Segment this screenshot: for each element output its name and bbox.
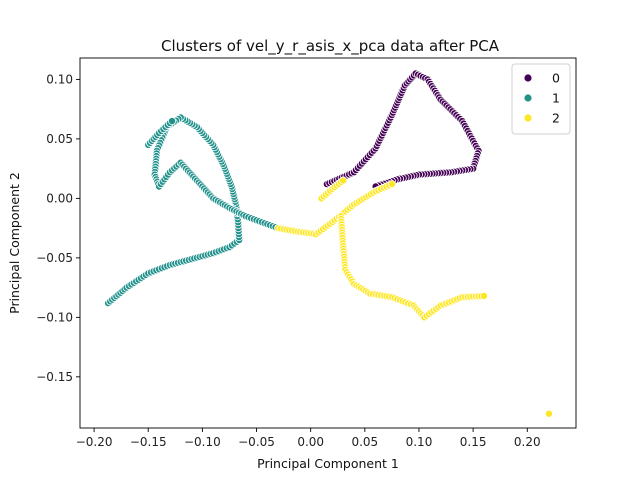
legend-label-0: 0 bbox=[552, 71, 560, 86]
x-tick-label: 0.20 bbox=[514, 435, 541, 449]
x-tick-label: −0.05 bbox=[238, 435, 275, 449]
y-tick-label: 0.00 bbox=[46, 191, 73, 205]
x-tick-label: 0.15 bbox=[460, 435, 487, 449]
data-point bbox=[479, 291, 488, 300]
legend-label-1: 1 bbox=[552, 91, 560, 106]
series-0-points bbox=[322, 69, 483, 191]
x-axis: −0.20 −0.15 −0.10 −0.05 0.00 0.05 0.10 0.15 0.20 bbox=[76, 428, 541, 449]
x-axis-label: Principal Component 1 bbox=[257, 456, 399, 471]
y-tick-label: −0.15 bbox=[36, 370, 73, 384]
legend-marker-0 bbox=[523, 73, 533, 83]
x-tick-label: −0.20 bbox=[76, 435, 113, 449]
legend-marker-1 bbox=[523, 93, 533, 103]
plot-frame bbox=[79, 57, 577, 429]
y-axis: −0.15 −0.10 −0.05 0.00 0.05 0.10 bbox=[36, 72, 80, 384]
data-point bbox=[387, 180, 396, 189]
legend-label-2: 2 bbox=[552, 111, 560, 126]
series-1-points bbox=[104, 113, 283, 308]
x-tick-label: −0.15 bbox=[130, 435, 167, 449]
outlier-point bbox=[544, 409, 553, 418]
data-point bbox=[339, 176, 348, 185]
chart-title: Clusters of vel_y_r_asis_x_pca data afte… bbox=[161, 37, 500, 56]
x-tick-label: −0.10 bbox=[184, 435, 221, 449]
legend-marker-2 bbox=[523, 113, 533, 123]
x-tick-label: 0.10 bbox=[406, 435, 433, 449]
y-tick-label: −0.10 bbox=[36, 310, 73, 324]
data-points bbox=[104, 69, 553, 418]
y-tick-label: 0.10 bbox=[46, 72, 73, 86]
data-point bbox=[168, 117, 177, 126]
y-tick-label: 0.05 bbox=[46, 132, 73, 146]
x-tick-label: 0.00 bbox=[297, 435, 324, 449]
x-tick-label: 0.05 bbox=[351, 435, 378, 449]
legend: 0 1 2 bbox=[511, 63, 571, 135]
series-2-points bbox=[274, 176, 553, 418]
y-axis-label: Principal Component 2 bbox=[7, 172, 22, 314]
legend-box bbox=[511, 63, 571, 135]
y-tick-label: −0.05 bbox=[36, 251, 73, 265]
